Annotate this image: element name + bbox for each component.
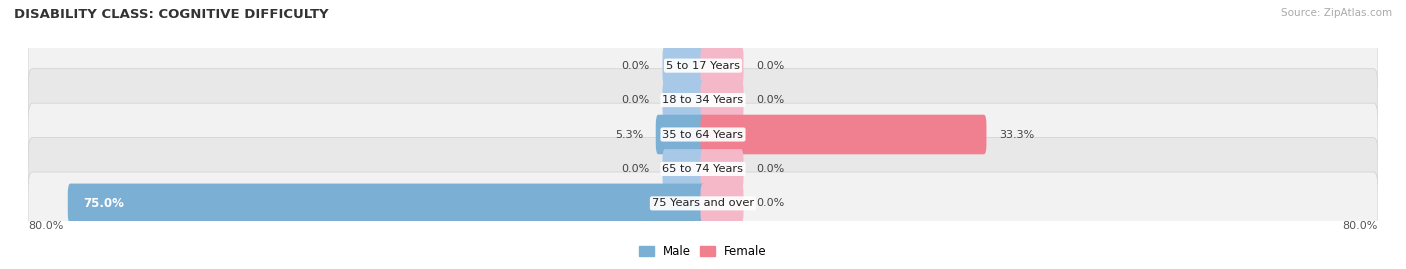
Text: 0.0%: 0.0% <box>621 61 650 71</box>
FancyBboxPatch shape <box>662 80 706 120</box>
Text: 0.0%: 0.0% <box>756 61 785 71</box>
FancyBboxPatch shape <box>700 80 744 120</box>
Text: 0.0%: 0.0% <box>756 164 785 174</box>
FancyBboxPatch shape <box>67 183 706 223</box>
Text: 0.0%: 0.0% <box>621 164 650 174</box>
Text: 0.0%: 0.0% <box>621 95 650 105</box>
Text: 75.0%: 75.0% <box>83 197 124 210</box>
Text: 5.3%: 5.3% <box>614 129 643 140</box>
FancyBboxPatch shape <box>655 115 706 154</box>
FancyBboxPatch shape <box>28 138 1378 200</box>
Text: 75 Years and over: 75 Years and over <box>652 198 754 208</box>
Text: 18 to 34 Years: 18 to 34 Years <box>662 95 744 105</box>
FancyBboxPatch shape <box>28 172 1378 235</box>
Text: 0.0%: 0.0% <box>756 198 785 208</box>
FancyBboxPatch shape <box>700 183 744 223</box>
Text: 33.3%: 33.3% <box>1000 129 1035 140</box>
FancyBboxPatch shape <box>700 149 744 189</box>
Text: DISABILITY CLASS: COGNITIVE DIFFICULTY: DISABILITY CLASS: COGNITIVE DIFFICULTY <box>14 8 329 21</box>
FancyBboxPatch shape <box>28 34 1378 97</box>
Text: 80.0%: 80.0% <box>28 221 63 231</box>
Text: Source: ZipAtlas.com: Source: ZipAtlas.com <box>1281 8 1392 18</box>
Text: 35 to 64 Years: 35 to 64 Years <box>662 129 744 140</box>
FancyBboxPatch shape <box>700 115 987 154</box>
Legend: Male, Female: Male, Female <box>634 240 772 263</box>
FancyBboxPatch shape <box>700 46 744 86</box>
Text: 65 to 74 Years: 65 to 74 Years <box>662 164 744 174</box>
Text: 80.0%: 80.0% <box>1343 221 1378 231</box>
FancyBboxPatch shape <box>28 69 1378 131</box>
FancyBboxPatch shape <box>662 46 706 86</box>
Text: 5 to 17 Years: 5 to 17 Years <box>666 61 740 71</box>
Text: 0.0%: 0.0% <box>756 95 785 105</box>
FancyBboxPatch shape <box>662 149 706 189</box>
FancyBboxPatch shape <box>28 103 1378 166</box>
